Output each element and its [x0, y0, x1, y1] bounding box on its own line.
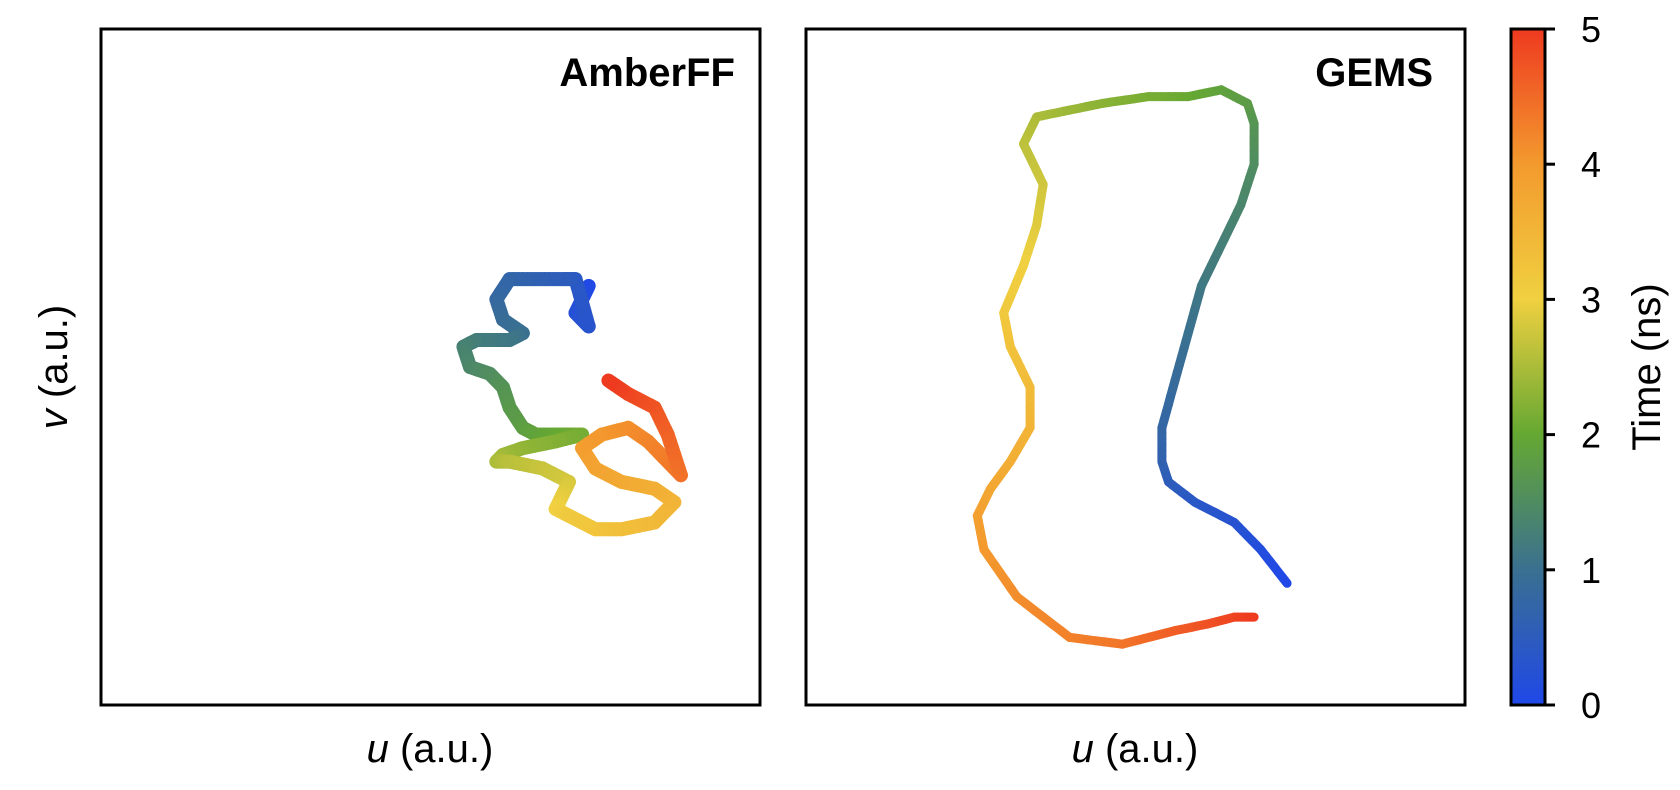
colorbar-tick-label: 3	[1581, 279, 1601, 320]
panel-gems: GEMS u (a.u.)	[804, 27, 1467, 771]
gems-frame	[804, 27, 1467, 707]
panel-amberff: AmberFF u (a.u.) v (a.u.)	[32, 27, 762, 771]
colorbar-tick-label: 4	[1581, 144, 1601, 185]
colorbar: 0 1 2 3 4 5 Time (ns)	[1509, 9, 1669, 726]
amberff-label: AmberFF	[559, 51, 735, 95]
trajectory-segment	[601, 373, 619, 390]
gems-trajectory	[972, 85, 1292, 649]
colorbar-tick-label: 5	[1581, 9, 1601, 50]
colorbar-ticks: 0 1 2 3 4 5	[1545, 9, 1601, 726]
amberff-trajectory	[456, 272, 688, 537]
colorbar-gradient-bar	[1511, 29, 1545, 705]
colorbar-tick-label: 1	[1581, 550, 1601, 591]
colorbar-frame	[1509, 27, 1547, 707]
amberff-frame	[99, 27, 762, 707]
amberff-xlabel: u (a.u.)	[367, 727, 494, 771]
colorbar-tick-label: 0	[1581, 685, 1601, 726]
colorbar-label: Time (ns)	[1625, 283, 1669, 450]
gems-label: GEMS	[1315, 51, 1433, 95]
colorbar-tick-label: 2	[1581, 415, 1601, 456]
gems-xlabel: u (a.u.)	[1072, 727, 1199, 771]
amberff-ylabel: v (a.u.)	[32, 305, 76, 429]
